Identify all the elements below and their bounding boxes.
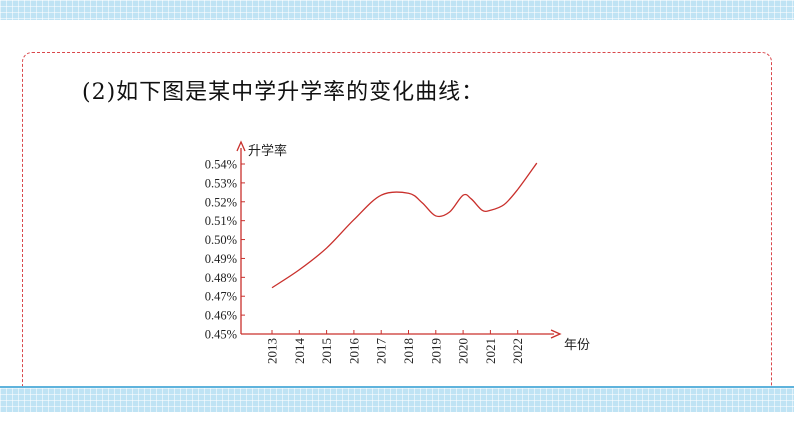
x-tick-label: 2017 (374, 338, 389, 365)
chart-axes (236, 140, 562, 339)
x-tick-label: 2016 (346, 338, 361, 365)
series-group (271, 162, 538, 289)
x-tick-label: 2020 (456, 338, 471, 364)
y-axis-arrow (236, 140, 246, 152)
y-axis-title: 升学率 (248, 143, 287, 159)
x-tick-label: 2015 (319, 338, 334, 364)
x-tick-label: 2021 (483, 338, 498, 364)
y-ticks: 0.45% 0.46% 0.47% 0.48% 0.49% 0.50% 0.51% 0.52%… (205, 158, 245, 342)
y-tick-label: 0.49% (205, 252, 237, 266)
y-tick-label: 0.51% (205, 214, 237, 228)
y-tick-label: 0.47% (205, 290, 237, 304)
question-text: (2)如下图是某中学升学率的变化曲线： (82, 80, 485, 105)
y-tick-label: 0.48% (205, 271, 237, 285)
bottom-decorative-band (0, 388, 794, 412)
y-tick-label: 0.53% (205, 176, 237, 190)
series-line-0 (271, 162, 538, 289)
x-axis-title: 年份 (564, 338, 590, 353)
x-tick-label: 2018 (401, 338, 416, 364)
x-tick-label: 2019 (428, 338, 443, 364)
top-decorative-band (0, 0, 794, 20)
y-tick-label: 0.52% (205, 195, 237, 209)
y-tick-label: 0.50% (205, 233, 237, 247)
x-tick-label: 2014 (292, 338, 307, 365)
y-tick-label: 0.54% (205, 158, 237, 172)
x-tick-label: 2013 (265, 338, 280, 364)
y-tick-label: 0.46% (205, 309, 237, 323)
y-tick-label: 0.45% (205, 328, 237, 342)
x-ticks: 2013 2014 2015 2016 2017 2018 2019 2020 2021 2022 (265, 330, 525, 365)
x-tick-label: 2022 (510, 338, 525, 364)
bottom-band-line (0, 386, 794, 388)
x-axis-arrow (550, 329, 562, 339)
